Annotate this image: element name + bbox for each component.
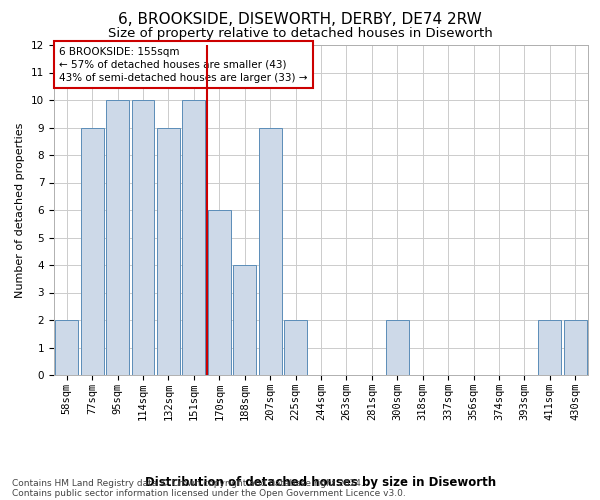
Text: 6, BROOKSIDE, DISEWORTH, DERBY, DE74 2RW: 6, BROOKSIDE, DISEWORTH, DERBY, DE74 2RW <box>118 12 482 28</box>
Bar <box>386 320 409 375</box>
X-axis label: Distribution of detached houses by size in Diseworth: Distribution of detached houses by size … <box>145 476 497 488</box>
Text: Size of property relative to detached houses in Diseworth: Size of property relative to detached ho… <box>107 28 493 40</box>
Bar <box>80 128 104 375</box>
Text: Contains HM Land Registry data © Crown copyright and database right 2024.: Contains HM Land Registry data © Crown c… <box>12 478 364 488</box>
Bar <box>259 128 281 375</box>
Bar <box>157 128 180 375</box>
Bar <box>55 320 78 375</box>
Bar <box>182 100 205 375</box>
Bar <box>233 265 256 375</box>
Text: Contains public sector information licensed under the Open Government Licence v3: Contains public sector information licen… <box>12 488 406 498</box>
Bar <box>538 320 562 375</box>
Bar <box>106 100 129 375</box>
Bar <box>564 320 587 375</box>
Text: 6 BROOKSIDE: 155sqm
← 57% of detached houses are smaller (43)
43% of semi-detach: 6 BROOKSIDE: 155sqm ← 57% of detached ho… <box>59 46 308 83</box>
Bar <box>131 100 154 375</box>
Bar <box>284 320 307 375</box>
Bar <box>208 210 231 375</box>
Y-axis label: Number of detached properties: Number of detached properties <box>16 122 25 298</box>
